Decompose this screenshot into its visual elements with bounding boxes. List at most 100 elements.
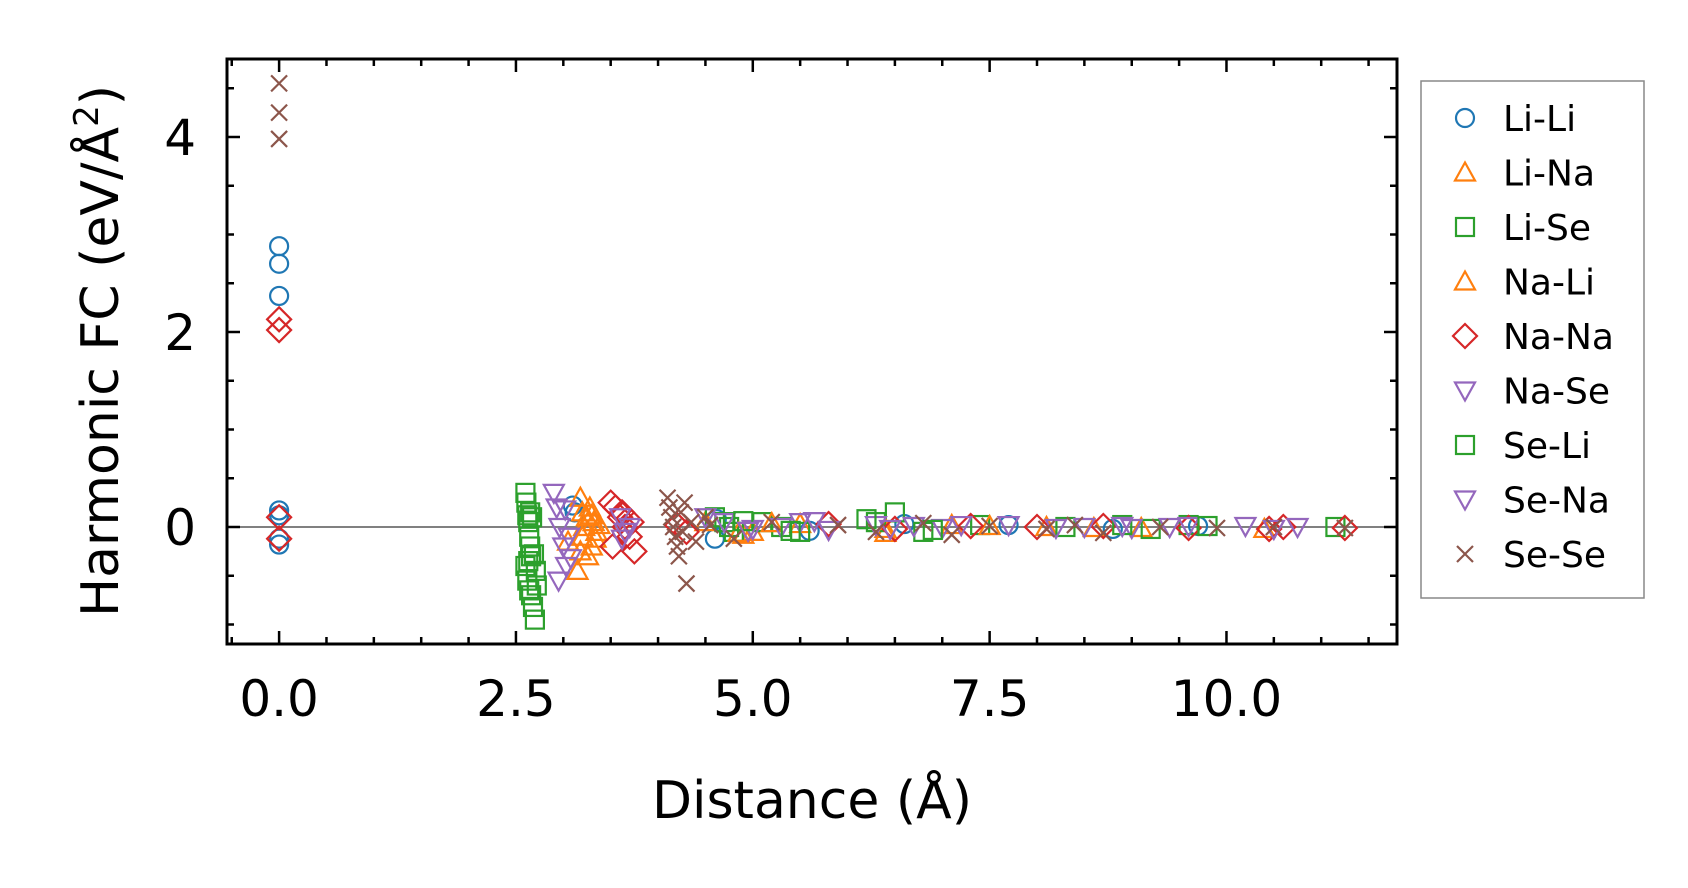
data-point-se-se bbox=[675, 493, 694, 512]
data-point-se-se bbox=[1066, 516, 1084, 534]
legend-marker-na-li bbox=[1453, 269, 1477, 291]
data-point-na-li bbox=[759, 510, 784, 533]
data-point-na-se bbox=[996, 515, 1021, 538]
data-point-na-na bbox=[957, 512, 985, 540]
data-point-li-se bbox=[519, 580, 540, 601]
data-point-na-na bbox=[265, 316, 293, 344]
data-point-na-na bbox=[265, 525, 293, 553]
y-tick-label: 0 bbox=[164, 499, 196, 557]
legend-marker-li-se bbox=[1454, 216, 1476, 238]
data-point-se-se bbox=[1265, 518, 1283, 536]
data-point-se-se bbox=[1151, 518, 1169, 536]
data-point-na-se bbox=[1285, 517, 1310, 540]
y-axis-title-main: Harmonic FC (eV/Å bbox=[69, 126, 131, 617]
legend-label-na-na: Na-Na bbox=[1503, 317, 1614, 358]
data-point-na-na bbox=[616, 523, 644, 551]
data-point-na-se bbox=[546, 571, 571, 593]
data-point-se-na bbox=[1110, 516, 1135, 539]
data-point-se-li bbox=[525, 560, 546, 581]
data-point-li-li bbox=[269, 253, 290, 274]
data-point-na-na bbox=[265, 305, 293, 333]
data-point-na-na bbox=[1331, 514, 1359, 542]
data-point-li-se bbox=[719, 516, 740, 538]
data-point-li-se bbox=[524, 609, 545, 630]
data-point-li-na bbox=[1034, 514, 1059, 537]
x-tick-label: 10.0 bbox=[1171, 670, 1282, 728]
data-point-se-se bbox=[670, 547, 688, 566]
data-point-se-se bbox=[682, 513, 700, 531]
data-point-na-se bbox=[693, 508, 718, 530]
y-axis-title: Harmonic FC (eV/Å2) bbox=[67, 85, 131, 617]
data-point-se-li bbox=[856, 509, 877, 530]
data-point-li-li bbox=[269, 236, 290, 257]
legend-marker-na-na bbox=[1451, 322, 1479, 350]
legend-marker-na-se bbox=[1453, 381, 1477, 403]
legend-marker-se-se bbox=[1456, 545, 1474, 563]
data-point-na-na bbox=[599, 532, 627, 561]
data-point-se-na bbox=[1233, 516, 1258, 539]
data-point-se-se bbox=[725, 529, 743, 548]
data-point-se-na bbox=[802, 512, 827, 534]
data-point-li-li bbox=[269, 534, 290, 555]
data-point-li-se bbox=[522, 596, 544, 618]
data-point-li-li bbox=[269, 285, 290, 307]
data-point-na-na bbox=[881, 515, 909, 543]
data-point-se-se bbox=[1336, 519, 1354, 537]
x-tick-label: 0.0 bbox=[239, 670, 319, 728]
y-tick-label: 4 bbox=[164, 109, 196, 167]
data-point-se-se bbox=[914, 514, 933, 532]
data-point-se-na bbox=[553, 500, 578, 522]
data-point-na-se bbox=[712, 513, 737, 535]
x-tick-label: 2.5 bbox=[476, 670, 556, 728]
data-point-se-se bbox=[687, 532, 705, 551]
data-point-se-se bbox=[942, 526, 961, 544]
data-point-na-na bbox=[1089, 512, 1117, 540]
legend-label-se-li: Se-Li bbox=[1503, 426, 1591, 467]
data-point-se-na bbox=[1044, 518, 1068, 541]
x-tick-label: 7.5 bbox=[950, 670, 1030, 728]
legend-marker-se-na bbox=[1453, 490, 1477, 512]
legend-label-li-li: Li-Li bbox=[1503, 99, 1576, 140]
legend-box bbox=[1420, 80, 1645, 599]
data-point-na-na bbox=[1023, 513, 1051, 541]
data-point-na-se bbox=[788, 513, 813, 535]
data-point-na-se bbox=[617, 517, 642, 540]
data-point-se-li bbox=[780, 520, 801, 542]
legend-label-li-na: Li-Na bbox=[1503, 154, 1595, 195]
data-point-se-se bbox=[1037, 520, 1056, 538]
data-point-se-se bbox=[1094, 524, 1113, 542]
data-point-na-na bbox=[265, 503, 293, 531]
data-point-na-se bbox=[557, 527, 581, 550]
data-point-se-se bbox=[270, 130, 288, 148]
data-point-na-li bbox=[576, 543, 600, 566]
data-point-na-li bbox=[583, 526, 608, 548]
data-point-na-li bbox=[977, 513, 1002, 536]
legend-marker-se-li bbox=[1454, 434, 1476, 456]
data-point-li-se bbox=[520, 502, 541, 523]
y-axis-title-close: ) bbox=[71, 85, 131, 105]
data-points-layer bbox=[265, 74, 1359, 630]
legend-label-li-se: Li-Se bbox=[1503, 208, 1591, 249]
data-point-se-na bbox=[736, 521, 760, 544]
data-point-se-na bbox=[949, 515, 974, 538]
data-point-se-se bbox=[701, 516, 719, 534]
data-point-se-se bbox=[829, 516, 847, 534]
data-point-se-se bbox=[980, 517, 999, 535]
data-point-na-na bbox=[1269, 513, 1297, 541]
data-point-li-se bbox=[884, 502, 905, 523]
legend: Li-Li Li-Na Li-Se Na-Li Na-Na Na-Se Se-Li Se-Na… bbox=[1420, 80, 1645, 599]
data-point-li-na bbox=[565, 558, 590, 580]
data-point-se-se bbox=[270, 74, 288, 93]
data-point-na-se bbox=[544, 498, 569, 520]
data-point-na-li bbox=[587, 512, 612, 535]
data-point-li-se bbox=[526, 575, 547, 596]
data-point-na-se bbox=[541, 483, 566, 506]
x-tick-label: 5.0 bbox=[713, 670, 793, 728]
legend-label-na-li: Na-Li bbox=[1503, 263, 1595, 304]
data-point-li-li bbox=[269, 500, 290, 521]
legend-label-se-se: Se-Se bbox=[1503, 535, 1606, 576]
data-point-se-se bbox=[867, 523, 885, 541]
data-point-se-se bbox=[696, 508, 715, 527]
